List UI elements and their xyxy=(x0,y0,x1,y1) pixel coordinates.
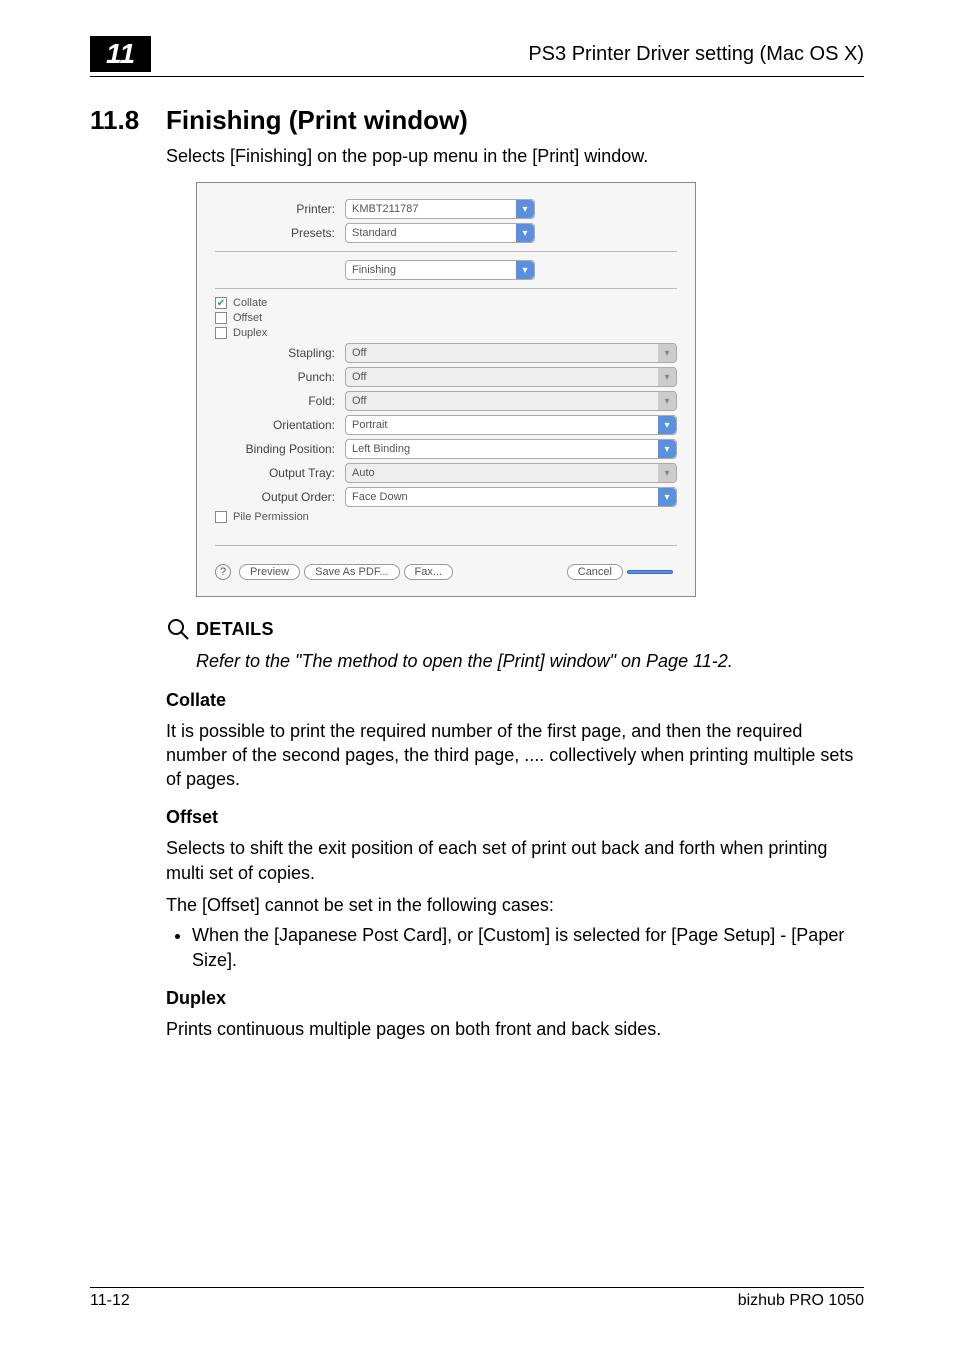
chapter-number: 11 xyxy=(90,36,151,72)
collate-label: Collate xyxy=(233,297,267,309)
chevron-down-icon: ▾ xyxy=(658,488,676,506)
outorder-select[interactable]: Face Down ▾ xyxy=(345,487,677,507)
page-header: 11 PS3 Printer Driver setting (Mac OS X) xyxy=(90,36,864,77)
duplex-label: Duplex xyxy=(233,327,267,339)
details-block: DETAILS xyxy=(166,617,864,641)
print-dialog-screenshot: Printer: KMBT211787 ▾ Presets: Standard … xyxy=(196,182,864,597)
footer-left: 11-12 xyxy=(90,1292,130,1310)
orientation-value: Portrait xyxy=(352,419,387,431)
section-number: 11.8 xyxy=(90,105,148,136)
help-button[interactable]: ? xyxy=(215,564,231,580)
punch-value: Off xyxy=(352,371,366,383)
outtray-value: Auto xyxy=(352,467,375,479)
offset-text-2: The [Offset] cannot be set in the follow… xyxy=(166,893,864,917)
section-heading: 11.8 Finishing (Print window) xyxy=(90,105,864,136)
pile-label: Pile Permission xyxy=(233,511,309,523)
page-footer: 11-12 bizhub PRO 1050 xyxy=(90,1287,864,1310)
fax-button[interactable]: Fax... xyxy=(404,564,454,580)
collate-checkbox[interactable]: ✔ xyxy=(215,297,227,309)
orientation-label: Orientation: xyxy=(215,418,345,432)
fold-select: Off ▾ xyxy=(345,391,677,411)
offset-text-1: Selects to shift the exit position of ea… xyxy=(166,836,864,885)
pile-checkbox[interactable] xyxy=(215,511,227,523)
cancel-button[interactable]: Cancel xyxy=(567,564,623,580)
fold-value: Off xyxy=(352,395,366,407)
pane-select[interactable]: Finishing ▾ xyxy=(345,260,535,280)
chevron-down-icon: ▾ xyxy=(658,368,676,386)
presets-select[interactable]: Standard ▾ xyxy=(345,223,535,243)
offset-heading: Offset xyxy=(166,807,864,828)
offset-bullet-1: When the [Japanese Post Card], or [Custo… xyxy=(192,923,864,972)
footer-right: bizhub PRO 1050 xyxy=(738,1292,864,1310)
printer-select[interactable]: KMBT211787 ▾ xyxy=(345,199,535,219)
collate-heading: Collate xyxy=(166,690,864,711)
outorder-label: Output Order: xyxy=(215,490,345,504)
pane-value: Finishing xyxy=(352,264,396,276)
print-button[interactable] xyxy=(627,570,673,574)
chevron-down-icon: ▾ xyxy=(658,344,676,362)
header-title: PS3 Printer Driver setting (Mac OS X) xyxy=(528,43,864,66)
chevron-down-icon: ▾ xyxy=(658,464,676,482)
duplex-checkbox[interactable] xyxy=(215,327,227,339)
printer-label: Printer: xyxy=(215,202,345,216)
chevron-down-icon: ▾ xyxy=(516,261,534,279)
chevron-down-icon: ▾ xyxy=(658,392,676,410)
chevron-down-icon: ▾ xyxy=(658,440,676,458)
collate-text: It is possible to print the required num… xyxy=(166,719,864,792)
details-reference: Refer to the "The method to open the [Pr… xyxy=(196,649,864,673)
offset-checkbox[interactable] xyxy=(215,312,227,324)
printer-value: KMBT211787 xyxy=(352,203,418,215)
punch-label: Punch: xyxy=(215,370,345,384)
fold-label: Fold: xyxy=(215,394,345,408)
binding-label: Binding Position: xyxy=(215,442,345,456)
binding-select[interactable]: Left Binding ▾ xyxy=(345,439,677,459)
binding-value: Left Binding xyxy=(352,443,410,455)
orientation-select[interactable]: Portrait ▾ xyxy=(345,415,677,435)
outorder-value: Face Down xyxy=(352,491,408,503)
duplex-heading: Duplex xyxy=(166,988,864,1009)
chevron-down-icon: ▾ xyxy=(516,200,534,218)
details-heading: DETAILS xyxy=(196,619,274,640)
stapling-value: Off xyxy=(352,347,366,359)
outtray-select: Auto ▾ xyxy=(345,463,677,483)
duplex-text: Prints continuous multiple pages on both… xyxy=(166,1017,864,1041)
chevron-down-icon: ▾ xyxy=(516,224,534,242)
magnifier-icon xyxy=(166,617,190,641)
section-title: Finishing (Print window) xyxy=(166,105,468,136)
stapling-select: Off ▾ xyxy=(345,343,677,363)
section-intro: Selects [Finishing] on the pop-up menu i… xyxy=(166,144,864,168)
chevron-down-icon: ▾ xyxy=(658,416,676,434)
outtray-label: Output Tray: xyxy=(215,466,345,480)
punch-select: Off ▾ xyxy=(345,367,677,387)
save-as-pdf-button[interactable]: Save As PDF... xyxy=(304,564,399,580)
stapling-label: Stapling: xyxy=(215,346,345,360)
presets-label: Presets: xyxy=(215,226,345,240)
offset-label: Offset xyxy=(233,312,262,324)
preview-button[interactable]: Preview xyxy=(239,564,300,580)
presets-value: Standard xyxy=(352,227,397,239)
